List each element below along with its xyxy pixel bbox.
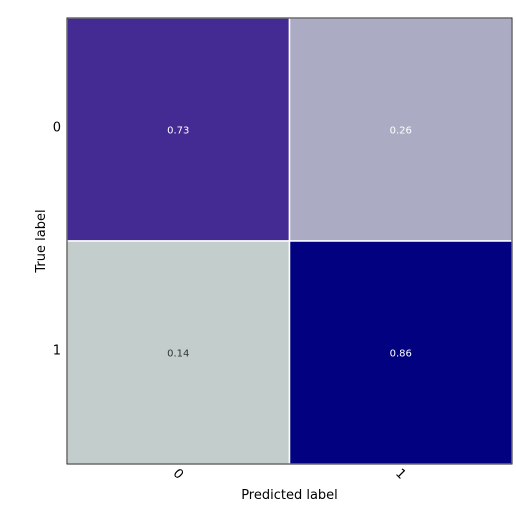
heatmap-cells: 0.73 0.26 0.14 0.86 [66, 17, 513, 465]
heatmap-cell-0-1 [288, 17, 513, 242]
x-tick-label-1: 1 [392, 466, 408, 482]
x-tick-label-0: 0 [170, 466, 186, 482]
heatmap-cell-1-1 [288, 240, 513, 465]
cell-value-label-0-0: 0.73 [167, 126, 189, 137]
plot-frame [66, 17, 513, 465]
heatmap-cell-1-0 [66, 240, 291, 465]
y-tick-label-0: 0 [53, 121, 61, 136]
heatmap-cell-0-0 [66, 17, 291, 242]
cell-value-label-0-1: 0.26 [390, 126, 412, 137]
cell-value-label-1-1: 0.86 [390, 349, 412, 360]
y-tick-label-1: 1 [53, 344, 61, 359]
x-axis-label: Predicted label [241, 488, 338, 503]
y-axis-label: True label [34, 209, 49, 273]
cell-value-label-1-0: 0.14 [167, 349, 189, 360]
